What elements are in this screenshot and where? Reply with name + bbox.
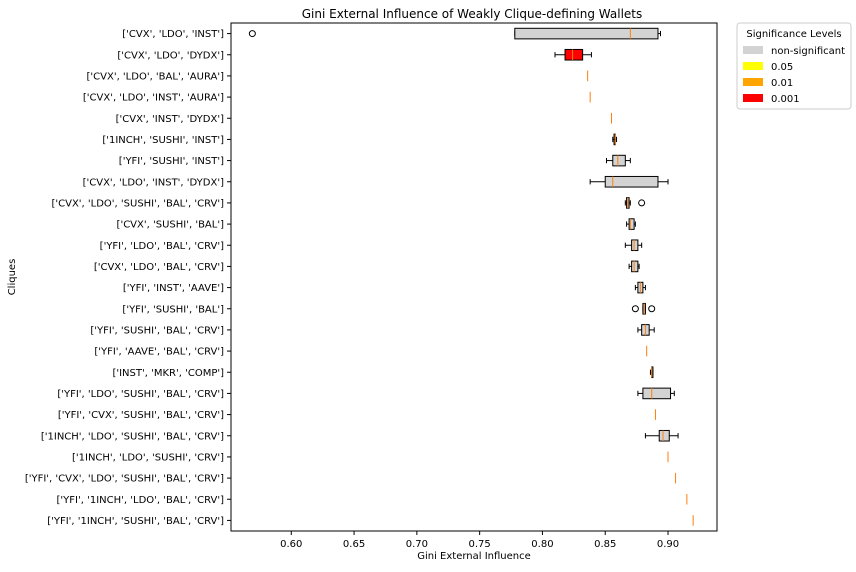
- x-tick-label: 0.75: [469, 539, 491, 550]
- box-0: [248, 27, 661, 40]
- box-16: [649, 366, 654, 379]
- legend-entry-label: 0.05: [771, 62, 793, 73]
- y-tick-label: ['CVX', 'LDO', 'INST']: [122, 29, 224, 40]
- y-tick-label: ['YFI', 'LDO', 'BAL', 'CRV']: [100, 241, 224, 252]
- x-tick-label: 0.60: [280, 539, 302, 550]
- y-tick-label: ['YFI', 'CVX', 'LDO', 'SUSHI', 'BAL', 'C…: [25, 474, 224, 485]
- box-19: [644, 429, 679, 442]
- y-tick-label: ['YFI', 'INST', 'AAVE']: [123, 283, 224, 294]
- y-tick-label: ['YFI', '1INCH', 'LDO', 'BAL', 'CRV']: [57, 495, 225, 506]
- box-9: [626, 218, 636, 230]
- y-tick-label: ['CVX', 'SUSHI', 'BAL']: [117, 220, 225, 231]
- chart-title: Gini External Influence of Weakly Clique…: [302, 7, 643, 21]
- legend-frame: [736, 22, 852, 110]
- legend-swatch: [743, 46, 763, 54]
- legend-entry-label: non-significant: [771, 46, 845, 57]
- box-body: [612, 154, 626, 167]
- legend-swatch: [743, 78, 763, 86]
- box-body: [631, 239, 639, 252]
- box-8: [624, 197, 646, 209]
- y-tick-label: ['1INCH', 'LDO', 'SUSHI', 'CRV']: [72, 452, 224, 463]
- y-tick-label: ['CVX', 'LDO', 'INST', 'DYDX']: [83, 177, 224, 188]
- y-tick-label: ['CVX', 'LDO', 'INST', 'AURA']: [83, 93, 224, 104]
- x-tick-label: 0.80: [531, 539, 553, 550]
- y-axis-label: Cliques: [7, 259, 18, 296]
- x-axis-label: Gini External Influence: [417, 551, 531, 562]
- y-tick-label: ['CVX', 'LDO', 'DYDX']: [117, 50, 224, 61]
- legend-swatch: [743, 62, 763, 70]
- y-axis: ['CVX', 'LDO', 'INST'] ['CVX', 'LDO', 'DY…: [25, 29, 231, 527]
- y-tick-label: ['YFI', 'SUSHI', 'BAL', 'CRV']: [90, 325, 224, 336]
- y-tick-label: ['YFI', 'LDO', 'SUSHI', 'BAL', 'CRV']: [57, 389, 224, 400]
- x-tick-label: 0.85: [594, 539, 616, 550]
- box-body: [564, 48, 584, 61]
- y-tick-label: ['YFI', 'SUSHI', 'BAL']: [122, 304, 224, 315]
- y-tick-label: ['1INCH', 'SUSHI', 'INST']: [102, 135, 224, 146]
- legend-entries: non-significant 0.05 0.01 0.001: [743, 46, 845, 105]
- box-body: [658, 429, 670, 442]
- box-13: [631, 302, 656, 315]
- box-5: [612, 133, 618, 146]
- y-tick-label: ['INST', 'MKR', 'COMP']: [112, 368, 224, 379]
- x-tick-label: 0.70: [406, 539, 428, 550]
- y-tick-label: ['YFI', 'CVX', 'SUSHI', 'BAL', 'CRV']: [58, 410, 224, 421]
- box-6: [605, 154, 631, 167]
- plot-area: [248, 27, 694, 526]
- box-17: [637, 387, 675, 400]
- flier-point: [631, 305, 639, 313]
- y-tick-label: ['YFI', '1INCH', 'SUSHI', 'BAL', 'CRV']: [47, 516, 224, 527]
- y-tick-label: ['1INCH', 'LDO', 'SUSHI', 'BAL', 'CRV']: [41, 431, 224, 442]
- x-tick-label: 0.65: [343, 539, 365, 550]
- box-14: [637, 324, 655, 336]
- legend-swatch: [743, 94, 763, 102]
- y-tick-label: ['CVX', 'LDO', 'BAL', 'AURA']: [87, 71, 225, 82]
- x-axis: 0.60 0.65 0.70 0.75 0.80 0.85 0.90: [280, 531, 679, 550]
- box-body: [631, 260, 639, 273]
- legend-title: Significance Levels: [746, 29, 841, 40]
- box-body: [642, 387, 672, 400]
- y-tick-label: ['CVX', 'LDO', 'SUSHI', 'BAL', 'CRV']: [51, 198, 224, 209]
- box-10: [624, 239, 643, 252]
- box-7: [589, 175, 669, 188]
- box-body: [604, 175, 659, 188]
- legend-entry-label: 0.001: [771, 94, 800, 105]
- y-tick-label: ['YFI', 'AAVE', 'BAL', 'CRV']: [94, 347, 224, 358]
- box-1: [554, 48, 592, 61]
- box-body: [514, 27, 659, 40]
- x-tick-label: 0.90: [657, 539, 679, 550]
- box-body: [628, 218, 635, 230]
- y-tick-label: ['CVX', 'INST', 'DYDX']: [116, 114, 224, 125]
- flier-point: [638, 199, 646, 207]
- y-tick-label: ['YFI', 'SUSHI', 'INST']: [119, 156, 224, 167]
- legend-entry-label: 0.01: [771, 78, 793, 89]
- flier-point: [648, 305, 656, 313]
- y-tick-label: ['CVX', 'LDO', 'BAL', 'CRV']: [94, 262, 224, 273]
- flier-point: [248, 30, 256, 38]
- box-11: [628, 260, 640, 273]
- legend: Significance Levels non-significant 0.05 0…: [736, 22, 852, 110]
- axes-frame: [230, 22, 718, 532]
- box-12: [634, 281, 646, 294]
